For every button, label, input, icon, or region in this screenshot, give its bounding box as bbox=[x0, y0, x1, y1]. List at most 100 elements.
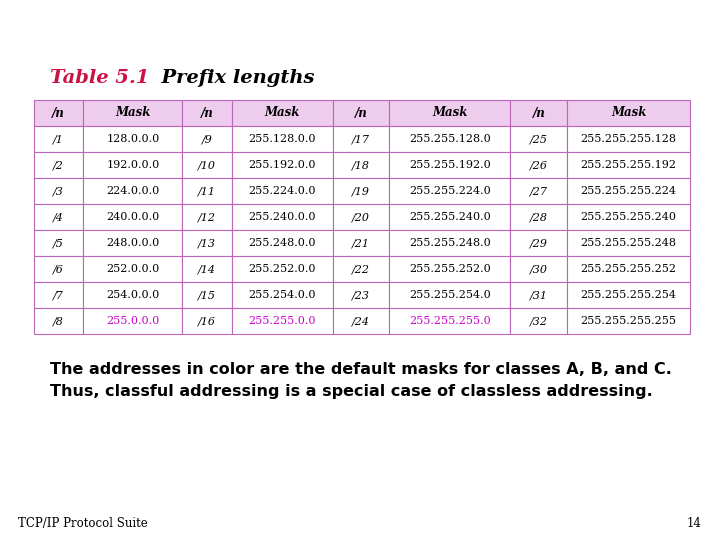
Text: /5: /5 bbox=[53, 238, 64, 248]
Bar bbox=[567, 204, 690, 230]
Text: /3: /3 bbox=[53, 186, 64, 196]
Text: 255.255.224.0: 255.255.224.0 bbox=[409, 186, 491, 196]
Text: Mask: Mask bbox=[432, 106, 467, 119]
Bar bbox=[182, 100, 232, 126]
Bar bbox=[182, 308, 232, 334]
Bar bbox=[510, 256, 567, 282]
Bar bbox=[182, 152, 232, 178]
Text: 255.254.0.0: 255.254.0.0 bbox=[248, 290, 316, 300]
Text: /n: /n bbox=[355, 106, 368, 119]
Bar bbox=[232, 256, 333, 282]
Bar bbox=[232, 100, 333, 126]
Text: /31: /31 bbox=[530, 290, 548, 300]
Text: /2: /2 bbox=[53, 160, 64, 170]
Bar bbox=[84, 256, 182, 282]
Text: 255.255.255.0: 255.255.255.0 bbox=[409, 316, 491, 326]
Text: 255.192.0.0: 255.192.0.0 bbox=[248, 160, 316, 170]
Bar bbox=[182, 178, 232, 204]
Bar bbox=[232, 204, 333, 230]
Text: Mask: Mask bbox=[611, 106, 647, 119]
Bar bbox=[333, 152, 390, 178]
Bar bbox=[84, 126, 182, 152]
Text: /11: /11 bbox=[198, 186, 216, 196]
Text: /7: /7 bbox=[53, 290, 64, 300]
Bar bbox=[34, 178, 84, 204]
Bar bbox=[510, 178, 567, 204]
Bar bbox=[34, 308, 84, 334]
Bar bbox=[510, 282, 567, 308]
Bar bbox=[232, 282, 333, 308]
Bar bbox=[510, 230, 567, 256]
Bar bbox=[34, 152, 84, 178]
Text: /18: /18 bbox=[352, 160, 370, 170]
Text: /23: /23 bbox=[352, 290, 370, 300]
Text: 192.0.0.0: 192.0.0.0 bbox=[106, 160, 159, 170]
Bar bbox=[390, 178, 510, 204]
Bar bbox=[390, 152, 510, 178]
Bar bbox=[390, 100, 510, 126]
Text: Mask: Mask bbox=[265, 106, 300, 119]
Text: /26: /26 bbox=[530, 160, 548, 170]
Text: 255.0.0.0: 255.0.0.0 bbox=[106, 316, 159, 326]
Bar bbox=[333, 126, 390, 152]
Bar bbox=[34, 230, 84, 256]
Bar bbox=[182, 204, 232, 230]
Bar bbox=[567, 152, 690, 178]
Bar bbox=[84, 282, 182, 308]
Bar bbox=[333, 308, 390, 334]
Bar bbox=[232, 230, 333, 256]
Bar bbox=[182, 282, 232, 308]
Bar bbox=[390, 126, 510, 152]
Bar bbox=[567, 178, 690, 204]
Bar bbox=[510, 152, 567, 178]
Bar bbox=[34, 282, 84, 308]
Text: /30: /30 bbox=[530, 264, 548, 274]
Text: /13: /13 bbox=[198, 238, 216, 248]
Text: /4: /4 bbox=[53, 212, 64, 222]
Text: /21: /21 bbox=[352, 238, 370, 248]
Text: /25: /25 bbox=[530, 134, 548, 144]
Text: /29: /29 bbox=[530, 238, 548, 248]
Text: 255.255.255.254: 255.255.255.254 bbox=[581, 290, 677, 300]
Bar bbox=[34, 100, 84, 126]
Text: 255.255.255.128: 255.255.255.128 bbox=[581, 134, 677, 144]
Bar bbox=[390, 256, 510, 282]
Text: /24: /24 bbox=[352, 316, 370, 326]
Text: 14: 14 bbox=[687, 517, 702, 530]
Bar bbox=[567, 256, 690, 282]
Text: 255.255.0.0: 255.255.0.0 bbox=[248, 316, 316, 326]
Bar bbox=[232, 178, 333, 204]
Text: 255.255.255.255: 255.255.255.255 bbox=[581, 316, 677, 326]
Text: /22: /22 bbox=[352, 264, 370, 274]
Bar bbox=[333, 178, 390, 204]
Text: 254.0.0.0: 254.0.0.0 bbox=[106, 290, 159, 300]
Text: /20: /20 bbox=[352, 212, 370, 222]
Text: /n: /n bbox=[533, 106, 545, 119]
Text: 255.255.255.252: 255.255.255.252 bbox=[581, 264, 677, 274]
Text: 255.255.255.224: 255.255.255.224 bbox=[581, 186, 677, 196]
Text: 255.255.192.0: 255.255.192.0 bbox=[409, 160, 491, 170]
Text: Thus, classful addressing is a special case of classless addressing.: Thus, classful addressing is a special c… bbox=[50, 384, 653, 399]
Bar bbox=[390, 230, 510, 256]
Text: 252.0.0.0: 252.0.0.0 bbox=[106, 264, 159, 274]
Text: /16: /16 bbox=[198, 316, 216, 326]
Text: The addresses in color are the default masks for classes A, B, and C.: The addresses in color are the default m… bbox=[50, 362, 672, 377]
Bar bbox=[34, 126, 84, 152]
Bar bbox=[84, 178, 182, 204]
Text: /10: /10 bbox=[198, 160, 216, 170]
Text: 255.252.0.0: 255.252.0.0 bbox=[248, 264, 316, 274]
Text: 255.255.240.0: 255.255.240.0 bbox=[409, 212, 491, 222]
Text: TCP/IP Protocol Suite: TCP/IP Protocol Suite bbox=[18, 517, 148, 530]
Text: 224.0.0.0: 224.0.0.0 bbox=[106, 186, 159, 196]
Bar bbox=[333, 230, 390, 256]
Text: 255.255.254.0: 255.255.254.0 bbox=[409, 290, 491, 300]
Bar bbox=[34, 204, 84, 230]
Text: 255.224.0.0: 255.224.0.0 bbox=[248, 186, 316, 196]
Bar bbox=[510, 204, 567, 230]
Bar bbox=[232, 308, 333, 334]
Text: 255.255.255.192: 255.255.255.192 bbox=[581, 160, 677, 170]
Text: Prefix lengths: Prefix lengths bbox=[148, 69, 315, 87]
Text: /1: /1 bbox=[53, 134, 64, 144]
Text: 128.0.0.0: 128.0.0.0 bbox=[106, 134, 159, 144]
Bar bbox=[567, 126, 690, 152]
